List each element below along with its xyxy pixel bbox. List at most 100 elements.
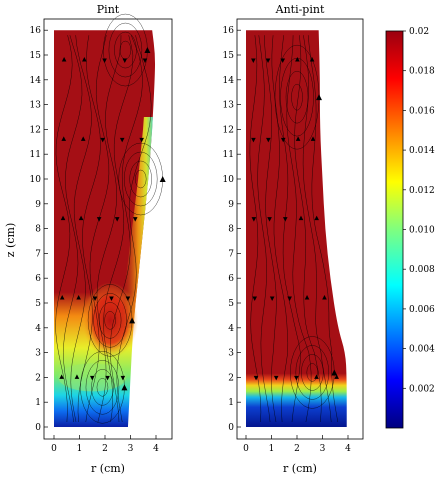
y-tick: 13 bbox=[223, 101, 241, 111]
x-tick: 1 bbox=[77, 435, 83, 454]
y-tick: 0 bbox=[35, 423, 48, 433]
flow-arrow bbox=[119, 137, 125, 143]
y-tick-label: 2 bbox=[228, 373, 234, 383]
flow-arrow bbox=[295, 136, 301, 141]
pint-title: Pint bbox=[97, 3, 120, 16]
flow-arrow bbox=[78, 215, 84, 221]
flow-arrow bbox=[125, 296, 131, 302]
y-tick-label: 1 bbox=[35, 398, 41, 408]
y-tick: 3 bbox=[35, 349, 48, 359]
vortex-loop bbox=[96, 378, 109, 397]
colorbar-tick: 0.010 bbox=[403, 226, 435, 236]
flow-arrow bbox=[159, 176, 166, 182]
y-tick-label: 13 bbox=[30, 101, 42, 111]
y-tick-label: 3 bbox=[228, 349, 234, 359]
y-tick: 6 bbox=[228, 274, 241, 284]
y-tick: 5 bbox=[35, 299, 48, 309]
flow-arrow bbox=[304, 295, 310, 300]
x-tick-label: 4 bbox=[345, 444, 351, 454]
y-tick: 9 bbox=[35, 200, 48, 210]
flow-arrow bbox=[96, 217, 102, 222]
x-tick-label: 2 bbox=[102, 444, 108, 454]
vortex-loop bbox=[134, 169, 147, 189]
colorbar-tick-label: 0.002 bbox=[409, 384, 435, 394]
flow-arrow bbox=[121, 384, 128, 391]
colorbar-tick-label: 0.008 bbox=[409, 265, 435, 275]
x-tick-label: 1 bbox=[77, 444, 83, 454]
y-tick: 6 bbox=[35, 274, 48, 284]
flow-arrow bbox=[144, 47, 151, 54]
colorbar-tick-label: 0.004 bbox=[409, 345, 435, 355]
flow-arrow bbox=[267, 217, 272, 222]
flow-arrow bbox=[102, 58, 107, 63]
flow-arrow bbox=[314, 374, 319, 379]
vortex-loop bbox=[306, 363, 319, 382]
pint-overlays bbox=[58, 117, 153, 392]
y-tick-label: 4 bbox=[35, 324, 41, 334]
anti-pint-concentration-field bbox=[246, 30, 347, 427]
vortex-loop bbox=[91, 369, 114, 406]
y-tick-label: 15 bbox=[30, 51, 42, 61]
y-tick: 7 bbox=[35, 249, 48, 259]
streamline bbox=[110, 35, 143, 423]
x-tick: 2 bbox=[294, 435, 300, 454]
y-tick-label: 13 bbox=[223, 101, 235, 111]
y-tick-label: 0 bbox=[228, 423, 234, 433]
flow-arrow bbox=[142, 58, 148, 63]
flow-arrow bbox=[295, 56, 300, 62]
y-tick-label: 10 bbox=[30, 175, 42, 185]
streamline bbox=[96, 35, 122, 423]
colorbar-tick: 0.014 bbox=[403, 146, 435, 156]
colorbar-tick-label: 0.012 bbox=[409, 186, 435, 196]
flow-arrow bbox=[100, 137, 106, 143]
colorbar-ticks: 0.002 0.004 0.006 0.008 0.010 0.012 0.014 0.016… bbox=[403, 27, 435, 394]
streamline bbox=[249, 35, 262, 423]
colorbar-tick-label: 0.016 bbox=[409, 106, 435, 116]
colorbar-tick-label: 0.02 bbox=[409, 27, 429, 37]
y-tick: 14 bbox=[223, 76, 241, 86]
y-tick: 0 bbox=[228, 423, 241, 433]
y-tick-label: 3 bbox=[35, 349, 41, 359]
anti-pint-streamlines bbox=[249, 35, 339, 423]
flow-arrow bbox=[280, 58, 286, 63]
streamline bbox=[279, 35, 301, 423]
vortex-loop bbox=[129, 160, 152, 198]
colorbar-tick: 0.018 bbox=[403, 67, 435, 77]
x-tick: 3 bbox=[128, 435, 134, 454]
y-tick-label: 6 bbox=[228, 274, 234, 284]
x-tick: 3 bbox=[320, 435, 326, 454]
y-tick-label: 7 bbox=[35, 249, 41, 259]
flow-arrow bbox=[298, 215, 304, 221]
flow-arrow bbox=[59, 374, 64, 379]
pint-x-ticks: 0 1 2 3 4 bbox=[51, 435, 159, 454]
flow-arrow bbox=[282, 217, 288, 222]
y-tick: 8 bbox=[35, 225, 48, 235]
flow-arrow bbox=[92, 296, 98, 302]
vortex-loop bbox=[301, 354, 324, 391]
flow-arrow bbox=[266, 137, 271, 143]
vortex-loop bbox=[114, 31, 137, 69]
y-tick: 9 bbox=[228, 200, 241, 210]
flow-arrow bbox=[251, 58, 256, 63]
y-tick-label: 11 bbox=[223, 150, 234, 160]
pint-axes-frame bbox=[43, 18, 173, 440]
vortex-loop bbox=[108, 22, 143, 78]
streamline bbox=[85, 35, 110, 423]
y-tick-label: 4 bbox=[228, 324, 234, 334]
y-tick-label: 11 bbox=[30, 150, 41, 160]
x-tick-label: 4 bbox=[153, 444, 159, 454]
streamline bbox=[286, 35, 312, 423]
vortex-loop bbox=[85, 360, 120, 415]
y-tick: 4 bbox=[228, 324, 241, 334]
flow-arrow bbox=[252, 296, 258, 302]
y-tick-label: 8 bbox=[35, 225, 41, 235]
y-tick-label: 12 bbox=[30, 125, 41, 135]
y-tick-label: 16 bbox=[30, 26, 42, 36]
y-tick: 1 bbox=[35, 398, 48, 408]
x-tick-label: 3 bbox=[128, 444, 134, 454]
y-tick: 11 bbox=[30, 150, 48, 160]
flow-arrow bbox=[251, 217, 257, 222]
